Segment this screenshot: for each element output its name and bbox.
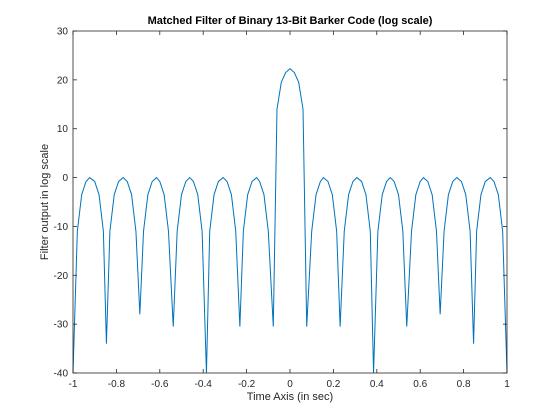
x-tick-label: -0.4 xyxy=(195,379,213,390)
y-tick-label: 10 xyxy=(57,124,69,135)
y-tick-label: -40 xyxy=(54,369,69,380)
chart-title: Matched Filter of Binary 13-Bit Barker C… xyxy=(148,15,433,27)
x-tick-label: 0.2 xyxy=(326,379,340,390)
series-line xyxy=(72,67,508,374)
y-tick-label: 30 xyxy=(57,27,69,38)
x-tick-label: -0.6 xyxy=(151,379,169,390)
x-tick-label: 1 xyxy=(504,379,510,390)
y-tick-label: -30 xyxy=(54,320,69,331)
x-tick-label: 0 xyxy=(287,379,293,390)
plot-area: -1 -0.8 -0.6 -0.4 -0.2 0 0.2 0.4 0.6 0.8 1 -40 -30 -2… xyxy=(54,27,511,391)
x-tick-label: 0.8 xyxy=(457,379,471,390)
x-axis-label: Time Axis (in sec) xyxy=(247,391,333,403)
x-tick-label: 0.4 xyxy=(370,379,384,390)
plot-background xyxy=(73,31,507,373)
y-tick-label: 0 xyxy=(62,173,68,184)
y-tick-label: -20 xyxy=(54,271,69,282)
x-tick-label: -1 xyxy=(69,379,78,390)
y-axis-label: Filter output in log scale xyxy=(39,144,51,260)
x-tick-label: 0.6 xyxy=(413,379,427,390)
x-tick-label: -0.2 xyxy=(238,379,256,390)
x-tick-label: -0.8 xyxy=(108,379,126,390)
y-tick-label: -10 xyxy=(54,222,69,233)
y-tick-label: 20 xyxy=(57,75,69,86)
